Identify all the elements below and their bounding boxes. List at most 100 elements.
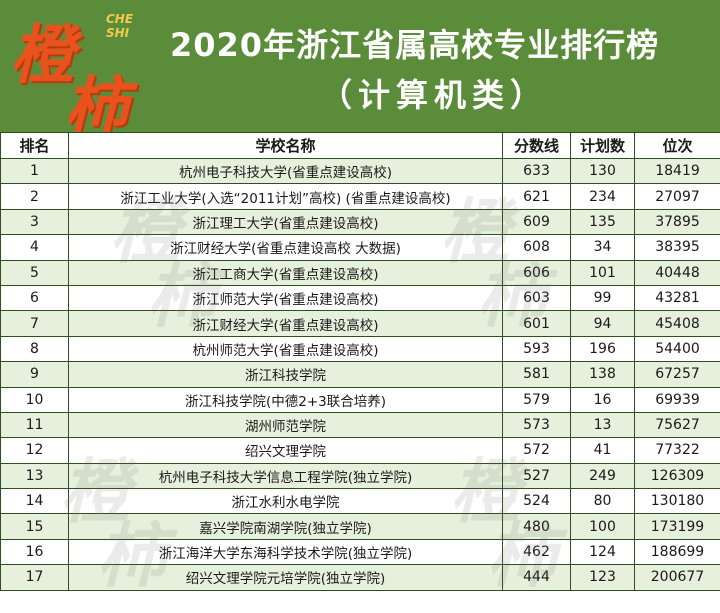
rank-cell: 9 — [0, 361, 69, 388]
school-name-cell: 浙江水利水电学院 — [68, 488, 503, 515]
position-cell: 40448 — [634, 259, 720, 286]
plan-count-cell: 34 — [570, 234, 635, 261]
position-cell: 173199 — [634, 513, 720, 540]
table-row: 14 浙江水利水电学院 524 80 130180 — [0, 488, 720, 515]
position-cell: 18419 — [634, 157, 720, 185]
plan-count-cell: 100 — [570, 513, 635, 540]
school-name-cell: 浙江财经大学(省重点建设高校) — [68, 310, 503, 337]
position-cell: 69939 — [634, 386, 720, 413]
plan-count-cell: 41 — [570, 437, 635, 464]
table-row: 8 杭州师范大学(省重点建设高校) 593 196 54400 — [0, 335, 720, 363]
table-row: 1 杭州电子科技大学(省重点建设高校) 633 130 18419 — [0, 157, 720, 185]
logo-small-text: CHE SHI — [106, 12, 134, 40]
rank-cell: 11 — [0, 411, 69, 439]
score-cell: 609 — [502, 208, 571, 236]
position-cell: 54400 — [634, 335, 720, 363]
plan-count-cell: 94 — [570, 310, 635, 337]
score-cell: 601 — [502, 310, 571, 337]
table-row: 4 浙江财经大学(省重点建设高校 大数据) 608 34 38395 — [0, 234, 720, 261]
school-name-cell: 杭州电子科技大学(省重点建设高校) — [68, 157, 503, 185]
position-cell: 77322 — [634, 437, 720, 464]
rank-cell: 2 — [0, 183, 69, 210]
score-cell: 633 — [502, 157, 571, 185]
score-cell: 581 — [502, 361, 571, 388]
score-cell: 579 — [502, 386, 571, 413]
score-cell: 603 — [502, 284, 571, 312]
table-row: 3 浙江理工大学(省重点建设高校) 609 135 37895 — [0, 208, 720, 236]
school-name-cell: 绍兴文理学院元培学院(独立学院) — [68, 564, 503, 591]
table-row: 9 浙江科技学院 581 138 67257 — [0, 361, 720, 388]
table-body: 1 杭州电子科技大学(省重点建设高校) 633 130 18419 2 浙江工业大学(入选“… — [0, 157, 720, 591]
table-header-row: 排名 学校名称 分数线 计划数 位次 — [0, 132, 720, 159]
rank-cell: 17 — [0, 564, 69, 591]
logo-char-1: 橙 — [10, 18, 74, 93]
plan-count-cell: 138 — [570, 361, 635, 388]
rank-cell: 14 — [0, 488, 69, 515]
rank-cell: 15 — [0, 513, 69, 540]
plan-count-cell: 101 — [570, 259, 635, 286]
score-cell: 462 — [502, 538, 571, 566]
table-row: 17 绍兴文理学院元培学院(独立学院) 444 123 200677 — [0, 564, 720, 591]
school-name-cell: 湖州师范学院 — [68, 411, 503, 439]
table-row: 6 浙江师范大学(省重点建设高校) 603 99 43281 — [0, 284, 720, 312]
column-header-rank: 排名 — [0, 132, 69, 159]
column-header-plan: 计划数 — [570, 132, 635, 159]
rank-cell: 16 — [0, 538, 69, 566]
school-name-cell: 浙江工商大学(省重点建设高校) — [68, 259, 503, 286]
plan-count-cell: 13 — [570, 411, 635, 439]
plan-count-cell: 130 — [570, 157, 635, 185]
school-name-cell: 绍兴文理学院 — [68, 437, 503, 464]
score-cell: 608 — [502, 234, 571, 261]
position-cell: 126309 — [634, 462, 720, 490]
plan-count-cell: 135 — [570, 208, 635, 236]
ranking-table: 排名 学校名称 分数线 计划数 位次 1 杭州电子科技大学(省重点建设高校) 633… — [0, 132, 720, 591]
position-cell: 75627 — [634, 411, 720, 439]
position-cell: 45408 — [634, 310, 720, 337]
score-cell: 480 — [502, 513, 571, 540]
rank-cell: 3 — [0, 208, 69, 236]
rank-cell: 7 — [0, 310, 69, 337]
column-header-position: 位次 — [634, 132, 720, 159]
school-name-cell: 杭州师范大学(省重点建设高校) — [68, 335, 503, 363]
school-name-cell: 浙江科技学院(中德2+3联合培养) — [68, 386, 503, 413]
plan-count-cell: 249 — [570, 462, 635, 490]
school-name-cell: 浙江科技学院 — [68, 361, 503, 388]
score-cell: 524 — [502, 488, 571, 515]
rank-cell: 4 — [0, 234, 69, 261]
table-row: 15 嘉兴学院南湖学院(独立学院) 480 100 173199 — [0, 513, 720, 540]
table-row: 5 浙江工商大学(省重点建设高校) 606 101 40448 — [0, 259, 720, 286]
plan-count-cell: 196 — [570, 335, 635, 363]
score-cell: 444 — [502, 564, 571, 591]
table-row: 13 杭州电子科技大学信息工程学院(独立学院) 527 249 126309 — [0, 462, 720, 490]
rank-cell: 10 — [0, 386, 69, 413]
rank-cell: 12 — [0, 437, 69, 464]
school-name-cell: 杭州电子科技大学信息工程学院(独立学院) — [68, 462, 503, 490]
logo: 橙 柿 CHE SHI — [8, 4, 158, 145]
position-cell: 67257 — [634, 361, 720, 388]
position-cell: 130180 — [634, 488, 720, 515]
table-row: 16 浙江海洋大学东海科学技术学院(独立学院) 462 124 188699 — [0, 538, 720, 566]
rank-cell: 1 — [0, 157, 69, 185]
score-cell: 606 — [502, 259, 571, 286]
school-name-cell: 浙江师范大学(省重点建设高校) — [68, 284, 503, 312]
position-cell: 200677 — [634, 564, 720, 591]
school-name-cell: 嘉兴学院南湖学院(独立学院) — [68, 513, 503, 540]
header-banner: 橙 柿 CHE SHI 2020年浙江省属高校专业排行榜 （计算机类） — [0, 0, 720, 145]
rank-cell: 6 — [0, 284, 69, 312]
table-row: 7 浙江财经大学(省重点建设高校) 601 94 45408 — [0, 310, 720, 337]
plan-count-cell: 234 — [570, 183, 635, 210]
school-name-cell: 浙江海洋大学东海科学技术学院(独立学院) — [68, 538, 503, 566]
rank-cell: 13 — [0, 462, 69, 490]
position-cell: 27097 — [634, 183, 720, 210]
plan-count-cell: 99 — [570, 284, 635, 312]
position-cell: 37895 — [634, 208, 720, 236]
school-name-cell: 浙江理工大学(省重点建设高校) — [68, 208, 503, 236]
table-row: 2 浙江工业大学(入选“2011计划”高校) (省重点建设高校) 621 234 270… — [0, 183, 720, 210]
school-name-cell: 浙江工业大学(入选“2011计划”高校) (省重点建设高校) — [68, 183, 503, 210]
school-name-cell: 浙江财经大学(省重点建设高校 大数据) — [68, 234, 503, 261]
page-subtitle: （计算机类） — [320, 76, 549, 114]
score-cell: 593 — [502, 335, 571, 363]
table-row: 10 浙江科技学院(中德2+3联合培养) 579 16 69939 — [0, 386, 720, 413]
rank-cell: 5 — [0, 259, 69, 286]
score-cell: 527 — [502, 462, 571, 490]
